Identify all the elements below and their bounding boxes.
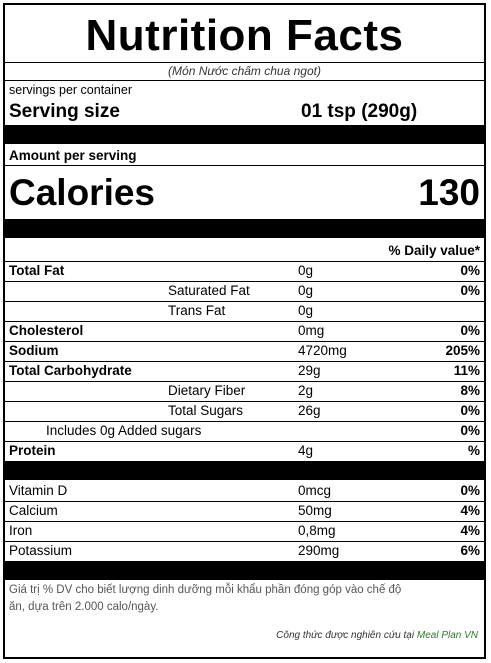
divider xyxy=(5,261,484,262)
row-divider xyxy=(5,281,484,282)
serving-size-label: Serving size xyxy=(9,101,120,122)
nutrient-name-dietary-fiber: Dietary Fiber xyxy=(168,383,246,398)
row-divider xyxy=(5,541,484,542)
vitamin-amount-vitamin-d: 0mcg xyxy=(298,483,332,498)
nutrient-name-total-fat: Total Fat xyxy=(9,263,65,278)
credit-brand-link[interactable]: Meal Plan VN xyxy=(416,630,478,641)
thick-divider xyxy=(5,461,484,480)
vitamin-dv-calcium: 4% xyxy=(460,503,480,518)
row-divider xyxy=(5,381,484,382)
credit-prefix: Công thức được nghiên cứu tại xyxy=(276,630,417,641)
vitamin-dv-vitamin-d: 0% xyxy=(460,483,480,498)
nutrient-amount-saturated-fat: 0g xyxy=(298,283,314,298)
row-divider xyxy=(5,341,484,342)
nutrient-name-total-sugars: Total Sugars xyxy=(168,403,244,418)
nutrient-dv-saturated-fat: 0% xyxy=(460,283,480,298)
vitamin-name-calcium: Calcium xyxy=(9,503,58,518)
footnote-line-1: Giá trị % DV cho biết lượng dinh dưỡng m… xyxy=(9,584,402,596)
nutrient-dv-total-sugars: 0% xyxy=(460,403,480,418)
vitamin-name-vitamin-d: Vitamin D xyxy=(9,483,68,498)
row-divider xyxy=(5,301,484,302)
product-name: (Món Nước chấm chua ngot) xyxy=(168,64,321,78)
vitamin-dv-iron: 4% xyxy=(460,523,480,538)
nutrient-amount-sodium: 4720mg xyxy=(298,343,347,358)
vitamin-dv-potassium: 6% xyxy=(460,543,480,558)
nutrient-amount-trans-fat: 0g xyxy=(298,303,314,318)
vitamin-amount-calcium: 50mg xyxy=(298,503,332,518)
nutrient-name-total-carbohydrate: Total Carbohydrate xyxy=(9,363,132,378)
nutrient-name-saturated-fat: Saturated Fat xyxy=(168,283,250,298)
nutrient-name-sodium: Sodium xyxy=(9,343,59,358)
row-divider xyxy=(5,361,484,362)
row-divider xyxy=(5,441,484,442)
nutrient-amount-total-carbohydrate: 29g xyxy=(298,363,321,378)
servings-per-container: servings per container xyxy=(9,83,132,97)
row-divider xyxy=(5,501,484,502)
divider xyxy=(5,62,484,63)
label-title: Nutrition Facts xyxy=(85,11,404,60)
nutrient-dv-cholesterol: 0% xyxy=(460,323,480,338)
vitamin-amount-potassium: 290mg xyxy=(298,543,340,558)
vitamin-name-potassium: Potassium xyxy=(9,543,73,558)
nutrient-dv-total-carbohydrate: 11% xyxy=(453,363,480,378)
amount-per-serving: Amount per serving xyxy=(9,148,137,163)
divider xyxy=(5,165,484,166)
thick-divider xyxy=(5,561,484,580)
row-divider xyxy=(5,321,484,322)
divider xyxy=(5,80,484,81)
daily-value-header: % Daily value* xyxy=(388,243,480,258)
thick-divider xyxy=(5,125,484,144)
vitamin-name-iron: Iron xyxy=(9,523,33,538)
nutrient-amount-cholesterol: 0mg xyxy=(298,323,325,338)
vitamin-amount-iron: 0,8mg xyxy=(298,523,336,538)
row-divider xyxy=(5,521,484,522)
nutrient-amount-dietary-fiber: 2g xyxy=(298,383,314,398)
thick-divider xyxy=(5,219,484,238)
row-divider xyxy=(5,401,484,402)
calories-value: 130 xyxy=(418,172,480,213)
nutrition-label: Nutrition Facts (Món Nước chấm chua ngot… xyxy=(3,3,486,659)
footnote-line-2: ăn, dựa trên 2.000 calo/ngày. xyxy=(9,601,159,613)
nutrient-amount-total-fat: 0g xyxy=(298,263,314,278)
nutrient-name-trans-fat: Trans Fat xyxy=(168,303,226,318)
nutrient-amount-protein: 4g xyxy=(298,443,314,458)
row-divider xyxy=(5,421,484,422)
recipe-credit: Công thức được nghiên cứu tại Meal Plan … xyxy=(276,629,478,643)
nutrient-amount-total-sugars: 26g xyxy=(298,403,321,418)
nutrient-dv-dietary-fiber: 8% xyxy=(460,383,480,398)
nutrient-name-protein: Protein xyxy=(9,443,56,458)
calories-label: Calories xyxy=(9,172,156,213)
nutrient-dv-sodium: 205% xyxy=(445,343,480,358)
nutrient-name-cholesterol: Cholesterol xyxy=(9,323,84,338)
nutrient-dv-total-fat: 0% xyxy=(460,263,480,278)
nutrient-name-added-sugars: Includes 0g Added sugars xyxy=(46,423,202,438)
serving-size-value: 01 tsp (290g) xyxy=(301,101,418,122)
nutrient-dv-protein: % xyxy=(467,443,480,458)
nutrient-dv-added-sugars: 0% xyxy=(460,423,480,438)
